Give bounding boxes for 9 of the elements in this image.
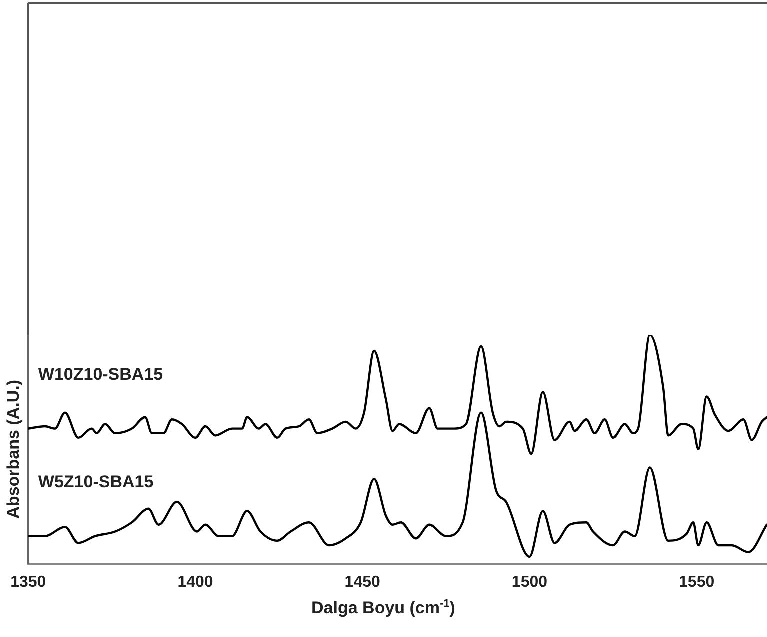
- series-label: W5Z10-SBA15: [38, 472, 154, 492]
- x-tick-label: 1450: [344, 574, 381, 591]
- x-axis-title: Dalga Boyu (cm$^{-1}$): [310, 598, 456, 619]
- y-axis-title: Absorbans (A.U.): [4, 380, 23, 519]
- x-tick-label: 1400: [178, 574, 214, 591]
- text: W10Z10-SBA15: [38, 364, 164, 384]
- x-tick-label: 1550: [679, 574, 715, 591]
- x-tick-label: 1500: [512, 574, 548, 591]
- x-tick-label: 1350: [10, 574, 46, 591]
